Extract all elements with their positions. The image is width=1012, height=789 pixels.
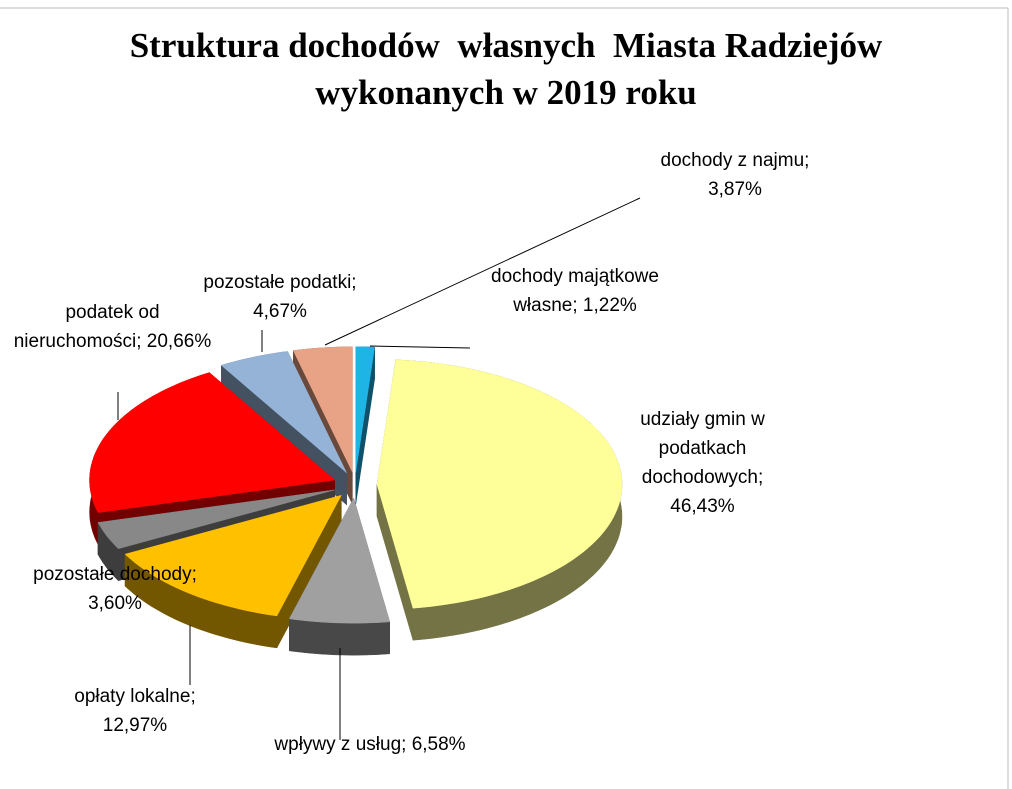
data-label: wpływy z usług; 6,58% [270,730,470,759]
slice [124,494,342,617]
value-label: 1,22% [582,295,637,316]
slice [355,346,375,504]
data-label: udziały gmin w podatkach dochodowych; 46… [610,405,795,521]
slice [220,351,347,473]
data-label: opłaty lokalne; 12,97% [40,682,230,740]
label-separator: ; [351,272,362,293]
data-label: dochody z najmu; 3,87% [640,146,830,204]
leader-line [324,197,641,346]
slice [288,497,391,624]
value-label: 3,87% [708,179,762,200]
label-separator: ; [757,467,769,488]
data-label: pozostałe podatki; 4,67% [185,268,375,326]
category-label: podatek od nieruchomości [13,302,160,352]
value-label: 4,67% [253,301,307,322]
chart-title: Struktura dochodów własnych Miasta Radzi… [129,26,892,112]
slice [292,346,353,473]
category-label: udziały gmin w podatkach dochodowych [640,409,765,488]
data-label: podatek od nieruchomości; 20,66% [5,298,220,356]
category-label: pozostałe podatki [203,272,352,293]
slice [288,497,391,656]
label-separator: ; [191,564,203,585]
label-separator: ; [401,734,412,755]
value-label: 6,58% [411,734,466,755]
slice [376,359,623,641]
value-label: 12,97% [102,715,168,736]
slice [89,372,336,513]
slice [376,359,623,609]
label-separator: ; [190,686,202,707]
leader-line [369,345,471,349]
value-label: 3,60% [88,593,142,614]
value-label: 46,43% [670,496,735,517]
slice [97,489,335,549]
label-separator: ; [804,150,815,171]
data-label: dochody majątkowe własne; 1,22% [470,262,680,320]
label-separator: ; [572,295,583,316]
category-label: dochody majątkowe własne [491,266,659,316]
label-separator: ; [136,331,147,352]
category-label: opłaty lokalne [74,686,191,707]
category-label: pozostałe dochody [33,564,192,585]
data-label: pozostałe dochody; 3,60% [15,560,215,618]
category-label: wpływy z usług [274,734,402,755]
value-label: 20,66% [146,331,212,352]
slice [124,494,342,649]
slice [355,346,375,472]
category-label: dochody z najmu [660,150,805,171]
